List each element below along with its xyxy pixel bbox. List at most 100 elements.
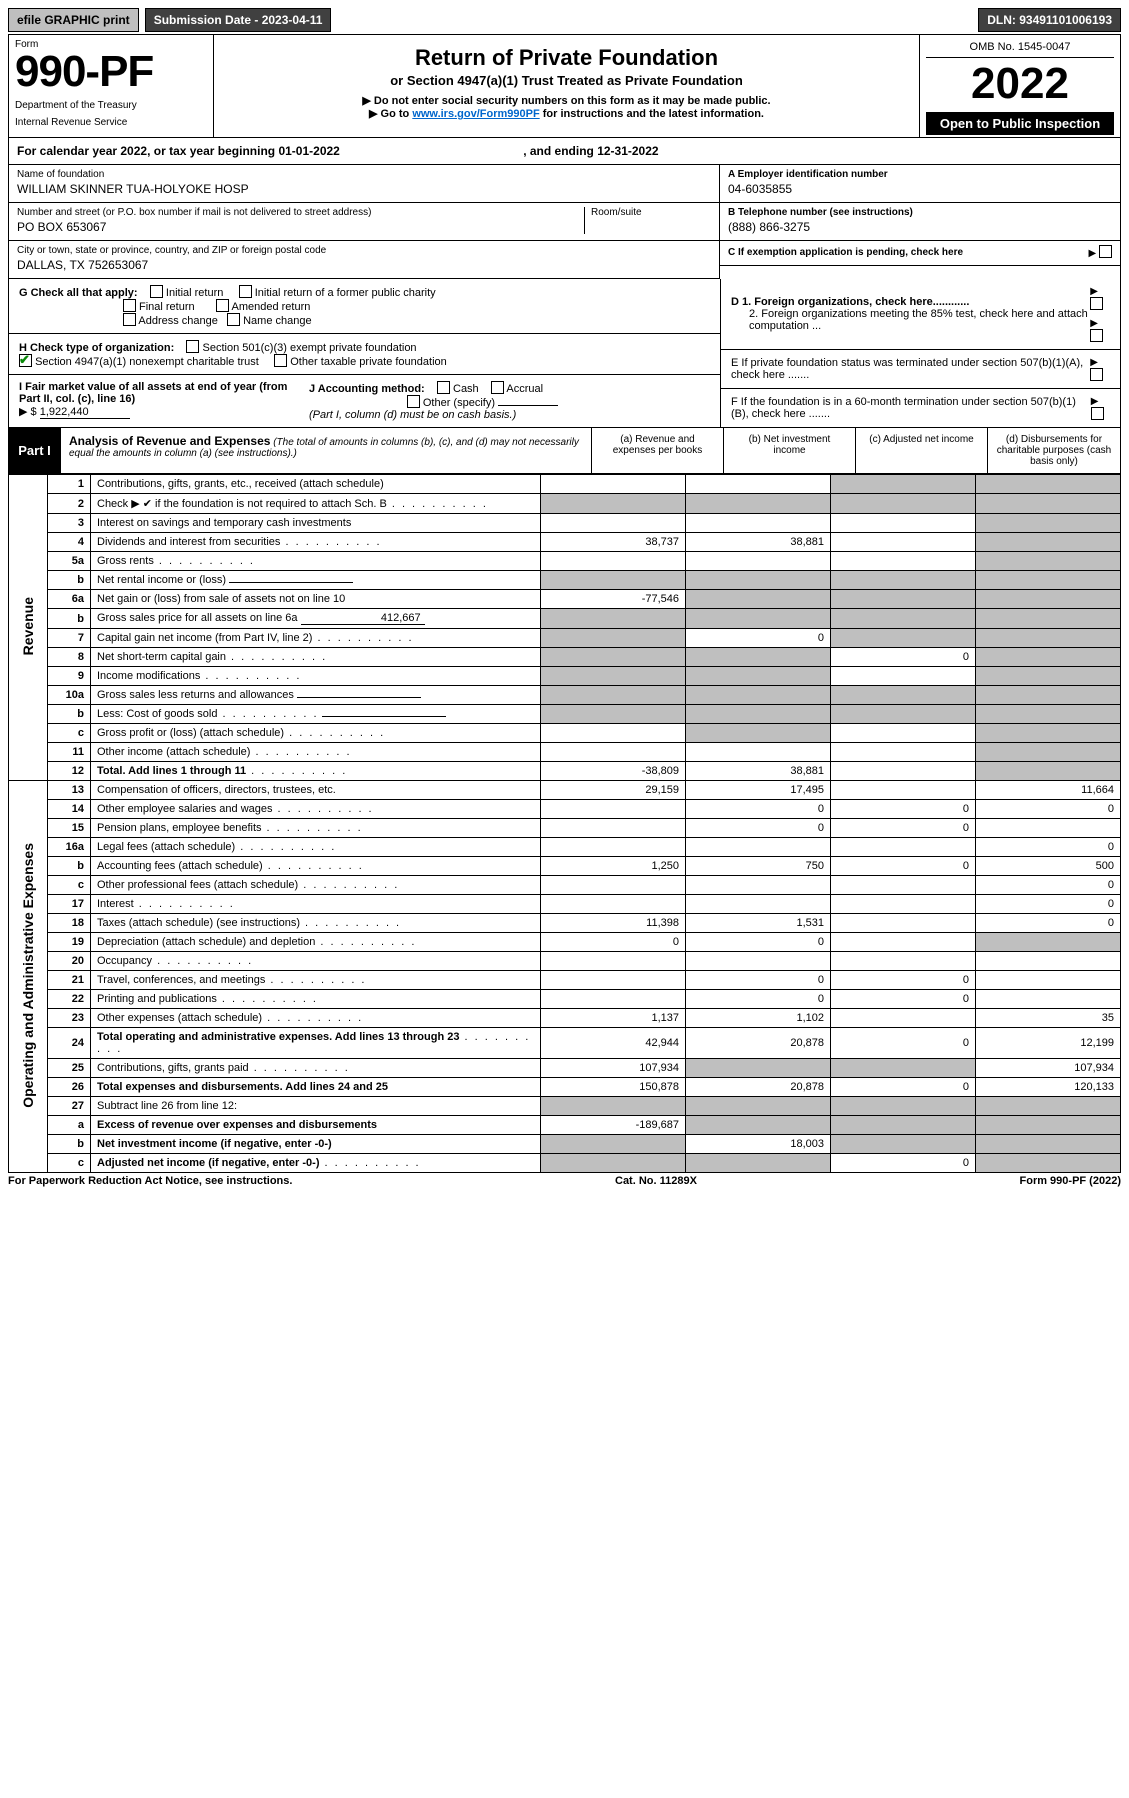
identity-section: Name of foundation WILLIAM SKINNER TUA-H…	[8, 165, 1121, 279]
value-cell: 0	[976, 800, 1121, 819]
line-label: Capital gain net income (from Part IV, l…	[91, 629, 541, 648]
value-cell: 20,878	[686, 1028, 831, 1059]
line-label: Subtract line 26 from line 12:	[91, 1097, 541, 1116]
value-cell	[541, 990, 686, 1009]
table-row: 20Occupancy	[9, 952, 1121, 971]
col-d-header: (d) Disbursements for charitable purpose…	[988, 428, 1120, 473]
checkbox-accrual[interactable]	[491, 381, 504, 394]
value-cell	[686, 494, 831, 514]
footer-mid: Cat. No. 11289X	[615, 1175, 697, 1187]
value-cell	[686, 1116, 831, 1135]
line-number: 12	[48, 762, 91, 781]
checkbox-d2[interactable]	[1090, 329, 1103, 342]
table-row: 25Contributions, gifts, grants paid107,9…	[9, 1059, 1121, 1078]
top-bar: efile GRAPHIC print Submission Date - 20…	[8, 8, 1121, 32]
line-number: 11	[48, 743, 91, 762]
value-cell	[686, 571, 831, 590]
value-cell	[976, 819, 1121, 838]
checkbox-other-taxable[interactable]	[274, 354, 287, 367]
table-row: 24Total operating and administrative exp…	[9, 1028, 1121, 1059]
value-cell	[831, 1059, 976, 1078]
value-cell	[831, 475, 976, 494]
section-label-cell: Revenue	[9, 475, 48, 781]
checkbox-f[interactable]	[1091, 407, 1104, 420]
line-number: 22	[48, 990, 91, 1009]
checkbox-501c3[interactable]	[186, 340, 199, 353]
checkbox-name-change[interactable]	[227, 313, 240, 326]
checkbox-cash[interactable]	[437, 381, 450, 394]
value-cell	[976, 590, 1121, 609]
inline-value	[297, 697, 421, 698]
value-cell	[541, 895, 686, 914]
value-cell	[976, 1116, 1121, 1135]
value-cell: 0	[831, 971, 976, 990]
checkbox-e[interactable]	[1090, 368, 1103, 381]
value-cell: 0	[831, 1078, 976, 1097]
table-row: 4Dividends and interest from securities3…	[9, 533, 1121, 552]
line-number: b	[48, 705, 91, 724]
section-label-cell: Operating and Administrative Expenses	[9, 781, 48, 1173]
value-cell	[831, 609, 976, 629]
value-cell	[686, 609, 831, 629]
value-cell	[831, 781, 976, 800]
line-label: Printing and publications	[91, 990, 541, 1009]
value-cell	[976, 648, 1121, 667]
value-cell	[976, 552, 1121, 571]
line-number: 23	[48, 1009, 91, 1028]
checkbox-d1[interactable]	[1090, 297, 1103, 310]
room-suite-label: Room/suite	[591, 207, 711, 218]
value-cell	[686, 475, 831, 494]
checkbox-amended-return[interactable]	[216, 299, 229, 312]
line-label: Gross profit or (loss) (attach schedule)	[91, 724, 541, 743]
table-row: 22Printing and publications00	[9, 990, 1121, 1009]
line-label: Travel, conferences, and meetings	[91, 971, 541, 990]
line-number: 16a	[48, 838, 91, 857]
line-number: 1	[48, 475, 91, 494]
line-label: Less: Cost of goods sold	[91, 705, 541, 724]
value-cell	[541, 686, 686, 705]
d1-label: D 1. Foreign organizations, check here..…	[731, 296, 969, 308]
value-cell	[686, 514, 831, 533]
value-cell: 29,159	[541, 781, 686, 800]
checkbox-other-specify[interactable]	[407, 395, 420, 408]
value-cell	[831, 743, 976, 762]
value-cell	[686, 590, 831, 609]
value-cell: -189,687	[541, 1116, 686, 1135]
line-number: c	[48, 1154, 91, 1173]
checkbox-address-change[interactable]	[123, 313, 136, 326]
phone-value: (888) 866-3275	[728, 220, 1112, 234]
value-cell	[541, 952, 686, 971]
checkbox-c[interactable]	[1099, 245, 1112, 258]
line-label: Other income (attach schedule)	[91, 743, 541, 762]
line-number: 3	[48, 514, 91, 533]
h-opt-b: Section 4947(a)(1) nonexempt charitable …	[35, 356, 259, 368]
line-label: Gross rents	[91, 552, 541, 571]
value-cell	[831, 876, 976, 895]
value-cell: 0	[976, 838, 1121, 857]
value-cell	[541, 1097, 686, 1116]
table-row: 5aGross rents	[9, 552, 1121, 571]
value-cell: 0	[831, 819, 976, 838]
line-number: 26	[48, 1078, 91, 1097]
h-opt-c: Other taxable private foundation	[290, 356, 447, 368]
table-row: Revenue1Contributions, gifts, grants, et…	[9, 475, 1121, 494]
value-cell: -77,546	[541, 590, 686, 609]
line-label: Depreciation (attach schedule) and deple…	[91, 933, 541, 952]
checkbox-final-return[interactable]	[123, 299, 136, 312]
efile-button[interactable]: efile GRAPHIC print	[8, 8, 139, 32]
checkbox-4947a1[interactable]	[19, 354, 32, 367]
checkbox-initial-former[interactable]	[239, 285, 252, 298]
line-label: Interest	[91, 895, 541, 914]
irs-link[interactable]: www.irs.gov/Form990PF	[412, 108, 539, 120]
table-row: 15Pension plans, employee benefits00	[9, 819, 1121, 838]
line-number: 6a	[48, 590, 91, 609]
line-number: 8	[48, 648, 91, 667]
line-label: Interest on savings and temporary cash i…	[91, 514, 541, 533]
ein-value: 04-6035855	[728, 182, 1112, 196]
value-cell	[976, 743, 1121, 762]
i-value: 1,922,440	[40, 406, 130, 419]
line-label: Net rental income or (loss)	[91, 571, 541, 590]
line-number: 17	[48, 895, 91, 914]
checkbox-initial-return[interactable]	[150, 285, 163, 298]
value-cell	[686, 705, 831, 724]
